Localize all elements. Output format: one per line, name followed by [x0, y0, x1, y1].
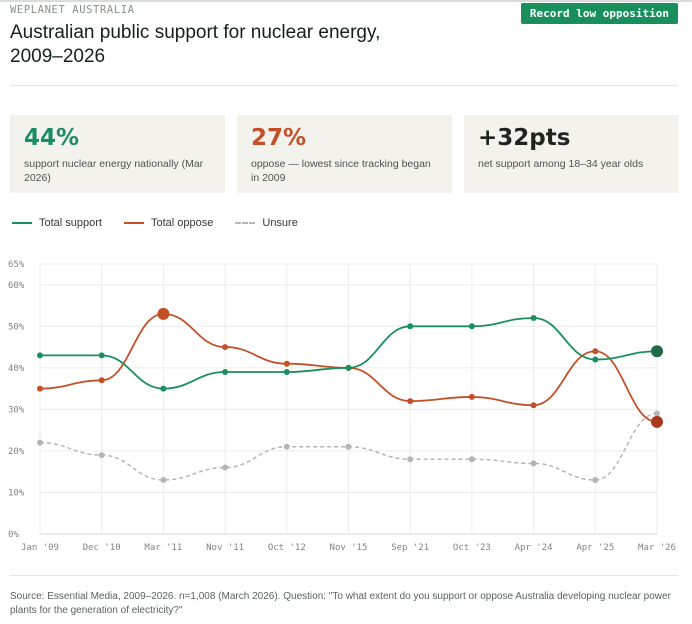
legend-label: Unsure: [262, 217, 298, 229]
footer-divider: [10, 575, 678, 576]
stat-card-oppose: 27% oppose — lowest since tracking began…: [237, 115, 452, 193]
data-point: [98, 452, 105, 459]
data-point: [37, 385, 43, 392]
series-unsure: [37, 410, 660, 483]
data-point: [468, 393, 475, 400]
data-point: [222, 344, 229, 351]
status-badge: Record low opposition: [520, 3, 678, 24]
y-tick-label: 0%: [8, 530, 19, 540]
header-divider: [10, 85, 678, 86]
data-point: [592, 348, 599, 355]
data-point: [345, 364, 352, 371]
y-tick-label: 60%: [8, 281, 25, 291]
y-tick-label: 10%: [8, 488, 25, 498]
legend-label: Total support: [39, 217, 102, 229]
data-point: [160, 385, 167, 392]
data-point: [345, 443, 352, 450]
source-note: Source: Essential Media, 2009–2026. n=1,…: [10, 591, 671, 616]
line-chart: 0% 10% 20% 30% 40% 50% 60% 65% Jan '09 Dec '10 Mar…: [8, 260, 676, 553]
legend-swatch: [123, 222, 144, 224]
x-tick-label: Mar '26: [638, 543, 676, 553]
highlight-point: [651, 415, 663, 428]
x-tick-label: Mar '11: [144, 543, 182, 553]
series-total-support: [37, 315, 663, 392]
y-tick-label: 65%: [8, 260, 25, 270]
x-tick-label: Jan '09: [21, 543, 59, 553]
data-point: [407, 398, 414, 405]
chart-legend: Total support Total oppose Unsure: [12, 215, 320, 231]
data-point: [592, 356, 599, 363]
data-point: [407, 456, 414, 463]
legend-swatch: [235, 222, 256, 224]
data-point: [592, 477, 599, 483]
y-tick-label: 30%: [8, 405, 25, 415]
data-point: [37, 352, 43, 359]
data-point: [283, 360, 290, 367]
top-rule: [0, 0, 692, 2]
data-point: [98, 352, 105, 359]
data-point: [468, 323, 475, 330]
stat-caption: support nuclear energy nationally (Mar 2…: [24, 158, 204, 184]
data-point: [654, 410, 660, 417]
data-point: [37, 439, 43, 446]
data-point: [222, 369, 229, 375]
y-tick-label: 50%: [8, 322, 25, 332]
data-point: [222, 464, 229, 471]
stat-caption: net support among 18–34 year olds: [478, 158, 644, 170]
highlight-point: [651, 345, 663, 358]
legend-swatch: [12, 222, 32, 224]
data-point: [530, 402, 537, 409]
data-point: [283, 443, 290, 450]
x-tick-label: Dec '10: [83, 543, 121, 553]
data-point: [468, 456, 475, 463]
x-tick-label: Nov '11: [206, 543, 244, 553]
highlight-point: [157, 307, 170, 320]
data-point: [530, 315, 537, 321]
stat-value: 44%: [24, 125, 80, 151]
data-point: [98, 377, 105, 384]
data-point: [530, 460, 537, 467]
page-title: Australian public support for nuclear en…: [10, 22, 381, 67]
stat-card-support: 44% support nuclear energy nationally (M…: [10, 115, 225, 193]
x-tick-label: Oct '12: [268, 543, 306, 553]
legend-label: Total oppose: [150, 217, 214, 229]
y-tick-label: 40%: [8, 364, 25, 374]
data-point: [407, 323, 414, 330]
x-tick-label: Apr '24: [515, 543, 553, 553]
stat-card-youth: +32pts net support among 18–34 year olds: [464, 115, 679, 193]
y-tick-label: 20%: [8, 447, 25, 457]
legend-item-unsure: Unsure: [235, 217, 298, 229]
x-tick-label: Apr '25: [576, 543, 614, 553]
stat-value: 27%: [251, 125, 307, 151]
data-point: [160, 477, 167, 483]
series-line: [40, 317, 658, 390]
stat-value: +32pts: [478, 125, 571, 151]
legend-item-oppose: Total oppose: [123, 217, 214, 229]
x-tick-label: Nov '15: [330, 543, 368, 553]
x-tick-label: Sep '21: [391, 543, 429, 553]
legend-item-support: Total support: [12, 217, 102, 229]
data-point: [283, 369, 290, 375]
x-tick-label: Oct '23: [453, 543, 491, 553]
brand-label: WEPLANET AUSTRALIA: [10, 4, 135, 16]
stat-caption: oppose — lowest since tracking began in …: [251, 158, 431, 184]
